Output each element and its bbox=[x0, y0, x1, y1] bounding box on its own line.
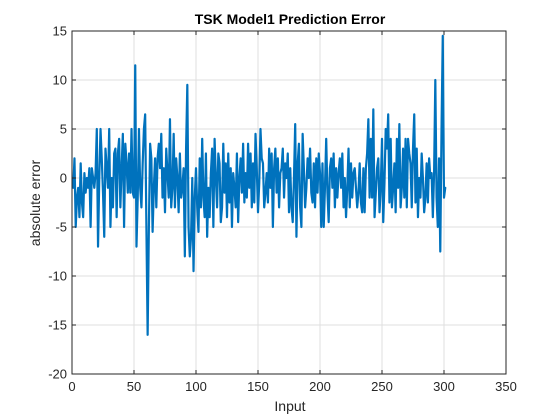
error-series-line bbox=[72, 34, 447, 336]
y-tick-label: -15 bbox=[48, 318, 67, 333]
x-axis-label: Input bbox=[274, 398, 305, 414]
y-axis-label: absolute error bbox=[27, 159, 43, 246]
x-tick-label: 0 bbox=[68, 379, 75, 394]
y-tick-label: -5 bbox=[55, 220, 67, 235]
y-tick-label: -20 bbox=[48, 367, 67, 382]
axes bbox=[71, 30, 507, 375]
x-tick-label: 300 bbox=[433, 379, 455, 394]
chart-title: TSK Model1 Prediction Error bbox=[195, 11, 386, 27]
x-tick-label: 200 bbox=[309, 379, 331, 394]
x-tick-label: 50 bbox=[127, 379, 141, 394]
y-tick-label: 5 bbox=[60, 122, 67, 137]
plot-area bbox=[72, 34, 447, 336]
y-tick-label: -10 bbox=[48, 269, 67, 284]
y-tick-label: 15 bbox=[53, 24, 67, 39]
tick-labels: 0 50 100 150 200 250 300 350 -20 -15 -10 -5 0 5 10 15 bbox=[48, 24, 517, 395]
axes-box bbox=[71, 30, 507, 375]
x-tick-label: 250 bbox=[371, 379, 393, 394]
x-tick-label: 150 bbox=[247, 379, 269, 394]
x-tick-label: 350 bbox=[495, 379, 517, 394]
y-tick-label: 0 bbox=[60, 171, 67, 186]
y-tick-label: 10 bbox=[53, 73, 67, 88]
x-tick-label: 100 bbox=[185, 379, 207, 394]
